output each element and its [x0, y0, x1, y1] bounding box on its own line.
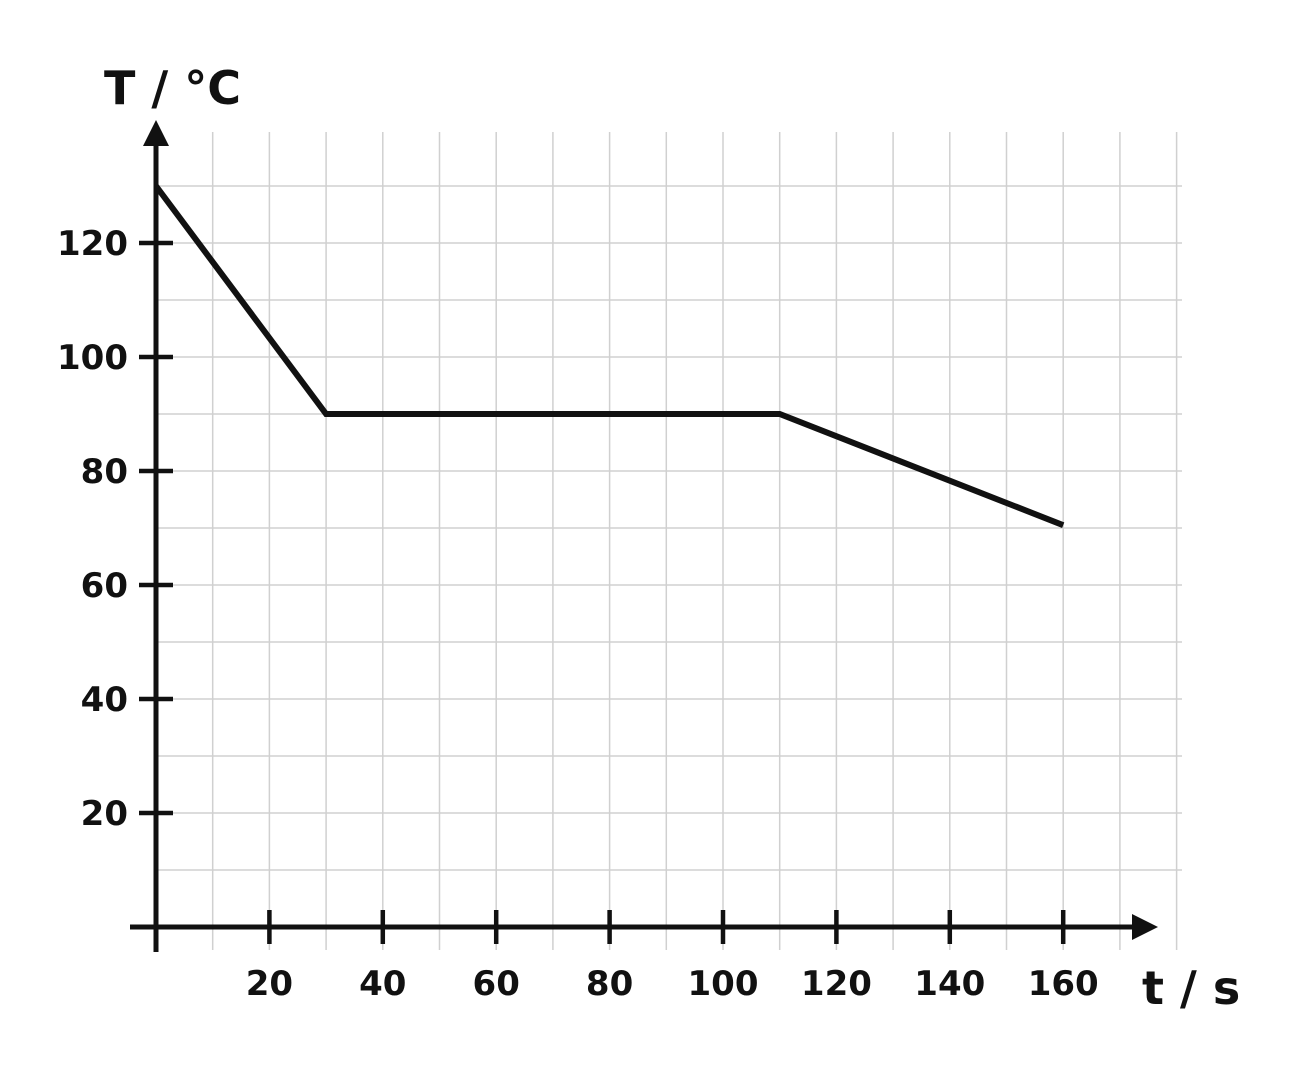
grid	[156, 132, 1182, 950]
x-axis-arrow-icon	[1132, 914, 1158, 940]
x-tick-label: 20	[246, 964, 293, 1004]
x-tick-label: 100	[688, 964, 759, 1004]
x-tick-label: 160	[1028, 964, 1099, 1004]
x-tick-label: 60	[473, 964, 520, 1004]
y-tick-label: 80	[81, 452, 128, 492]
x-tick-label: 120	[801, 964, 872, 1004]
y-tick-label: 20	[81, 794, 128, 834]
series-layer	[153, 184, 1065, 528]
y-tick-label: 40	[81, 680, 128, 720]
ticks: 20 40 60 80 100 120 140 160 20 40 60 80 100 120	[57, 224, 1099, 1004]
x-tick-label: 140	[914, 964, 985, 1004]
x-axis-title: t / s	[1142, 961, 1240, 1015]
y-tick-label: 60	[81, 566, 128, 606]
x-tick-label: 40	[359, 964, 406, 1004]
axes	[130, 120, 1158, 952]
x-tick-label: 80	[586, 964, 633, 1004]
y-tick-label: 120	[57, 224, 128, 264]
y-axis-arrow-icon	[143, 120, 169, 146]
y-tick-label: 100	[57, 338, 128, 378]
y-axis-title: T / °C	[104, 61, 241, 115]
series-line	[153, 184, 1065, 528]
